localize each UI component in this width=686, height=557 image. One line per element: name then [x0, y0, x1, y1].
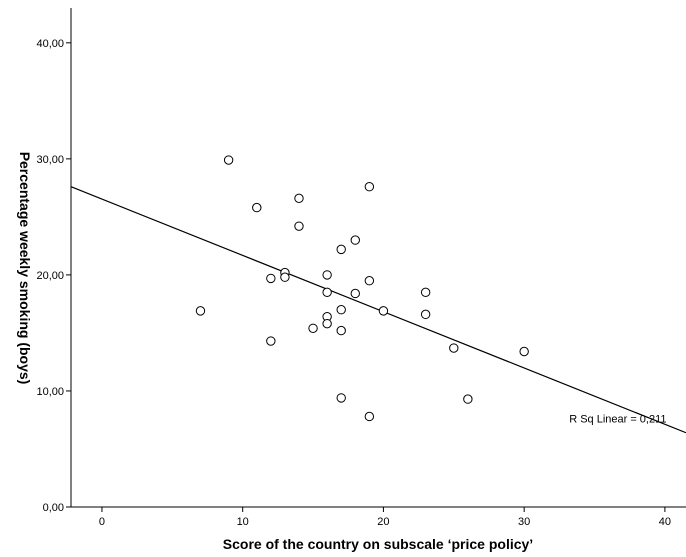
data-point: [364, 411, 375, 422]
x-axis-title: Score of the country on subscale ‘price …: [223, 536, 533, 552]
data-point: [266, 336, 276, 346]
y-axis-ticks: 0,00 10,00 20,00 30,00 40,00: [36, 38, 71, 514]
data-point: [252, 202, 262, 213]
y-tick-label: 40,00: [36, 38, 64, 50]
data-point: [420, 287, 431, 298]
data-point: [364, 182, 375, 192]
plot-area: [70, 8, 686, 508]
data-point: [336, 305, 346, 315]
data-point: [378, 306, 389, 316]
data-point: [322, 287, 332, 298]
x-tick-label: 20: [377, 516, 389, 528]
data-point: [308, 323, 318, 333]
data-point: [294, 221, 304, 231]
x-axis-ticks: 0 10 20 30 40: [99, 507, 671, 528]
x-tick-label: 0: [99, 516, 105, 528]
y-tick-label: 20,00: [36, 270, 64, 282]
data-point: [336, 325, 346, 336]
data-point: [449, 343, 459, 353]
data-point: [519, 346, 529, 357]
data-point: [336, 393, 346, 403]
data-point: [195, 306, 206, 316]
data-point: [420, 309, 431, 320]
data-point: [322, 318, 332, 329]
data-point: [280, 272, 290, 282]
plot-background: [71, 8, 686, 507]
x-tick-label: 10: [237, 516, 249, 528]
regression-line-layer: [70, 186, 686, 434]
y-tick-label: 10,00: [36, 386, 64, 398]
data-point: [223, 155, 234, 165]
y-axis-title: Percentage weekly smoking (boys): [17, 152, 33, 385]
data-point: [463, 394, 473, 404]
x-tick-label: 40: [659, 516, 671, 528]
r-squared-annotation: R Sq Linear = 0,211: [569, 413, 666, 425]
y-tick-label: 30,00: [36, 154, 64, 166]
data-point: [336, 244, 346, 255]
regression-line: [70, 186, 686, 434]
data-point: [350, 235, 360, 245]
data-point: [350, 288, 360, 299]
data-point: [364, 276, 375, 286]
x-tick-label: 30: [518, 516, 530, 528]
data-point: [266, 273, 276, 284]
data-point: [322, 270, 332, 280]
data-points: [195, 155, 529, 422]
y-tick-label: 0,00: [43, 502, 64, 514]
data-point: [294, 193, 304, 204]
